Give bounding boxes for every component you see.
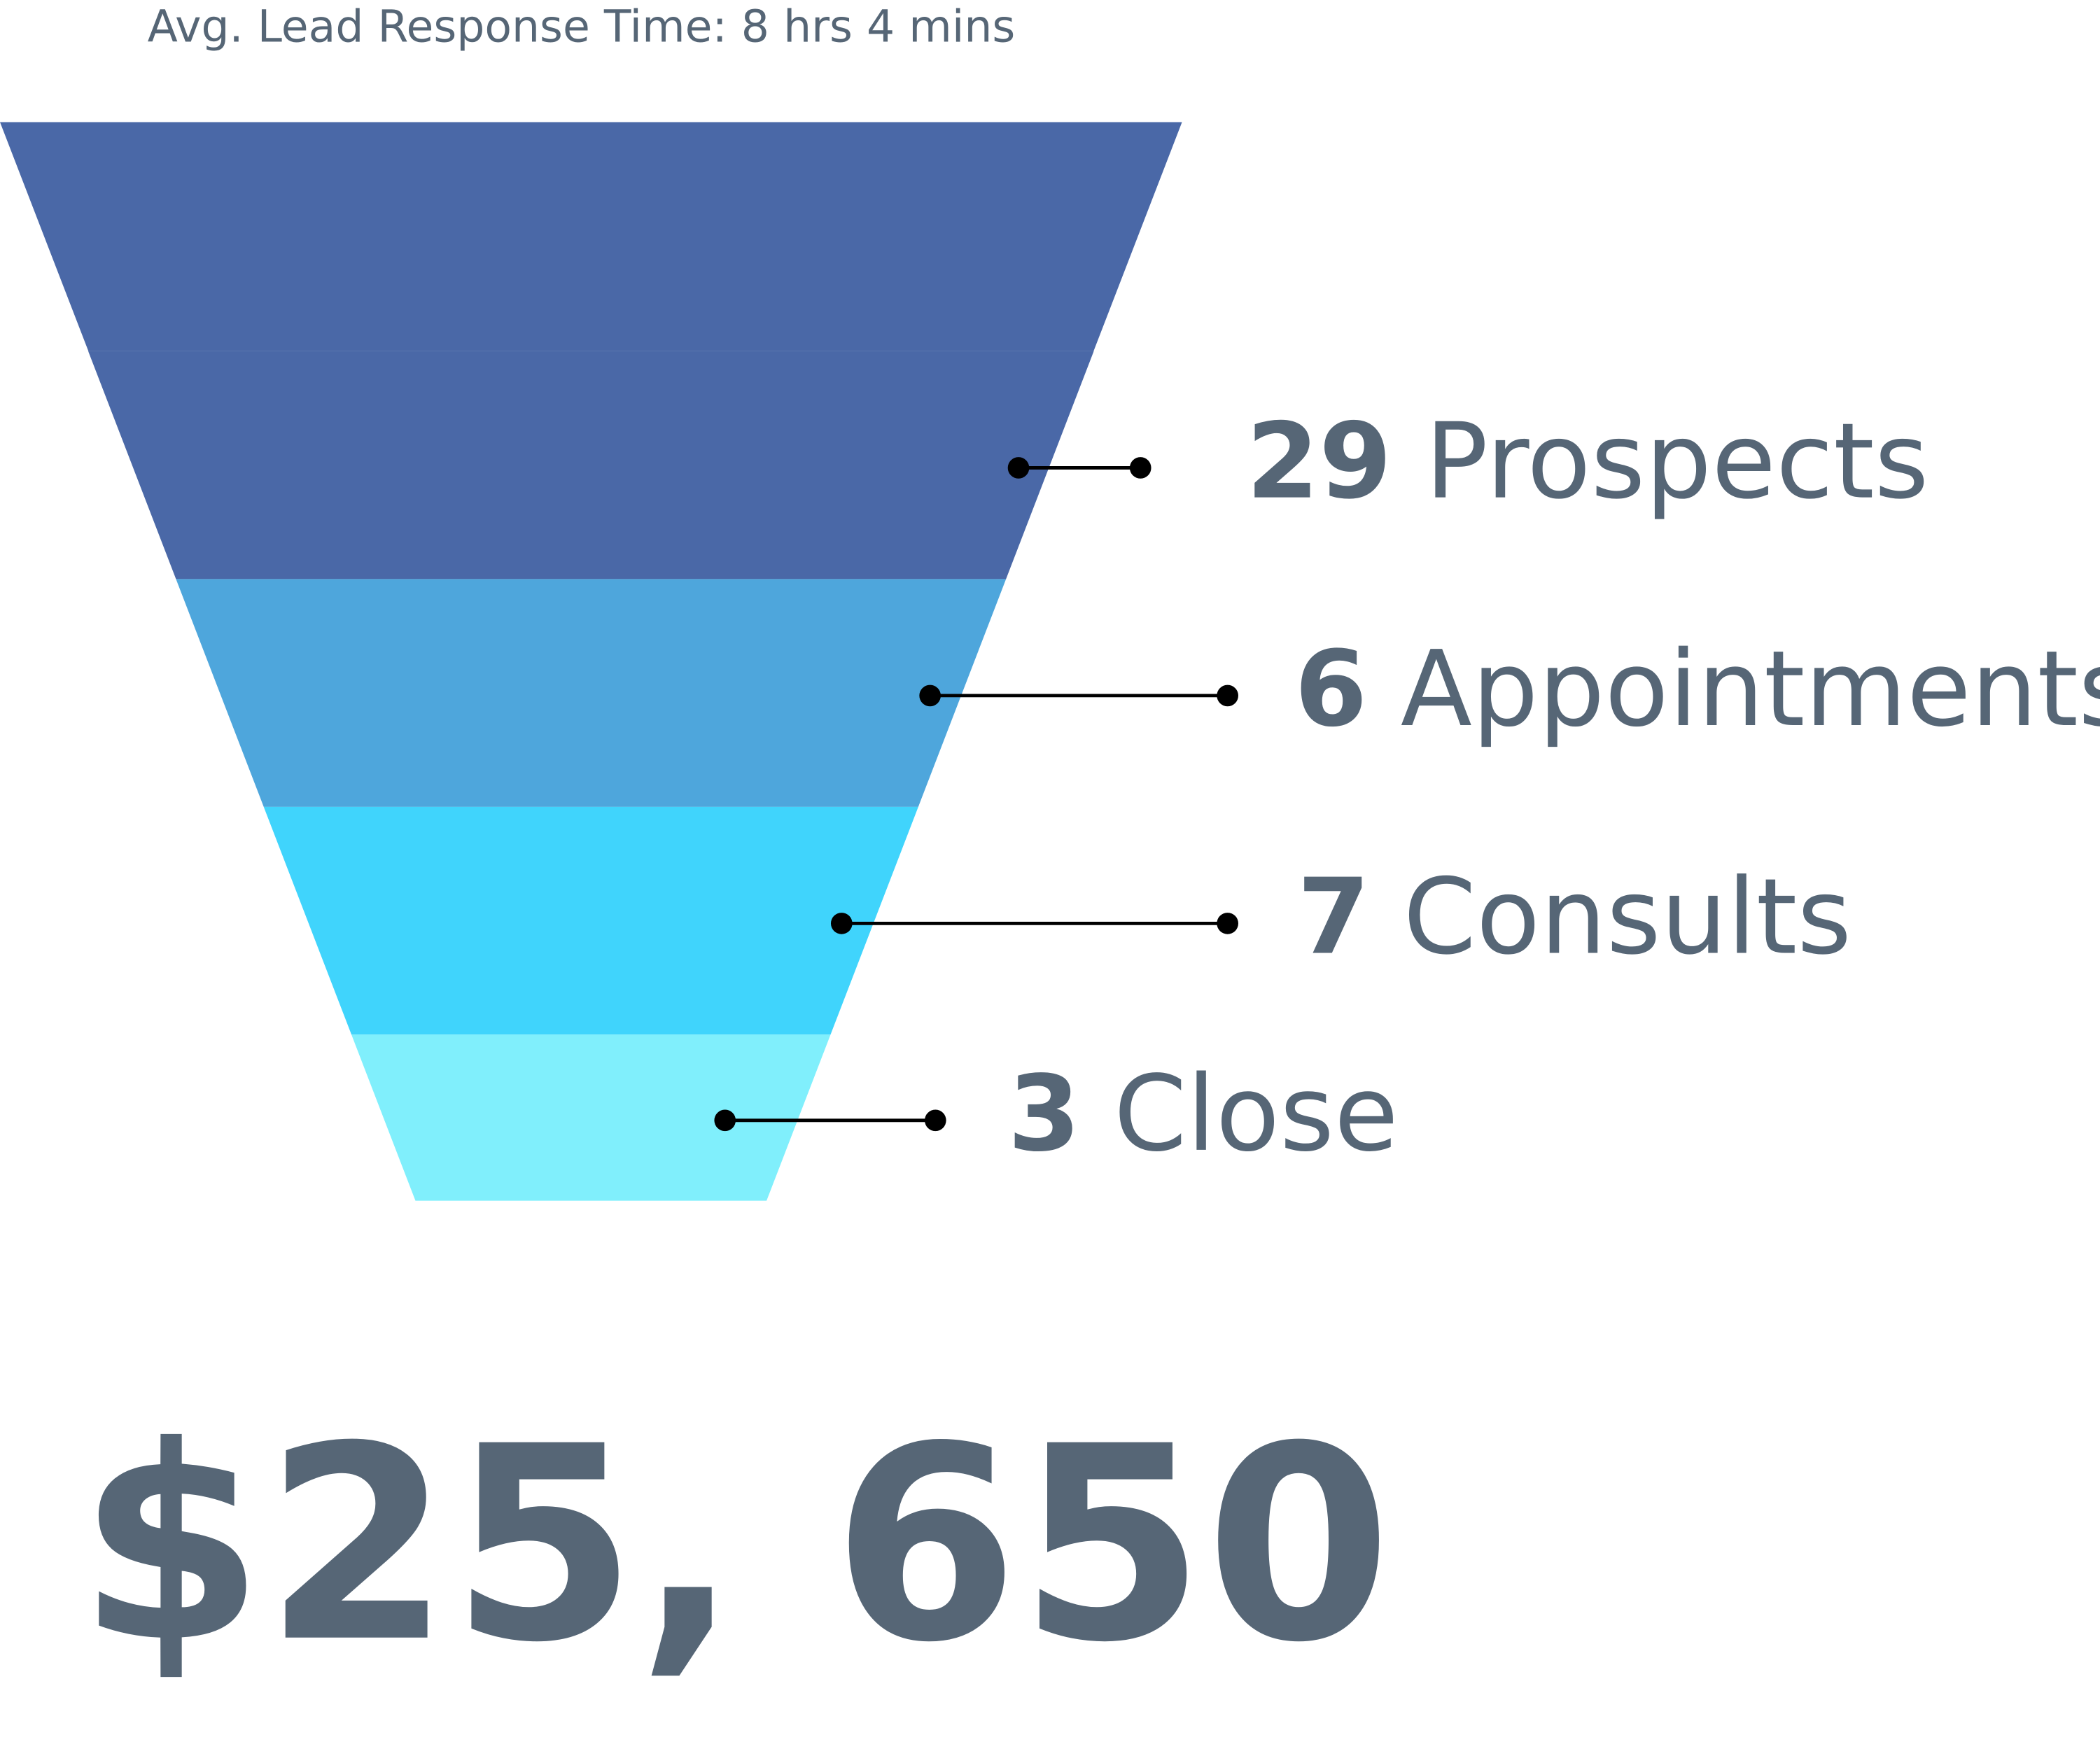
funnel-segment (176, 579, 1007, 807)
stage-name: Close (1114, 1053, 1399, 1175)
funnel-top (0, 122, 1182, 351)
funnel-segment (263, 806, 918, 1035)
connector-dot (924, 1109, 946, 1132)
stage-value: 7 (1297, 856, 1370, 978)
stage-name: Consults (1404, 856, 1851, 978)
stage-value: 3 (1008, 1053, 1081, 1175)
stage-label: 7 Consults (1297, 856, 1851, 978)
stage-label: 3 Close (1008, 1053, 1399, 1175)
connector-dot (1217, 913, 1238, 934)
funnel-segment (88, 351, 1094, 580)
connector-dot (919, 684, 941, 707)
stage-label: 6 Appointments (1294, 628, 2100, 750)
chart-subtitle: Avg. Lead Response Time: 8 hrs 4 mins (148, 1, 1016, 52)
stage-name: Appointments (1401, 628, 2100, 750)
connector-dot (830, 913, 853, 934)
funnel-segment (351, 1034, 831, 1201)
connector-dot (1129, 457, 1152, 479)
stage-value: 6 (1294, 628, 1367, 750)
stage-value: 29 (1246, 401, 1392, 523)
stage-name: Prospects (1425, 401, 1929, 523)
connector-dot (1217, 684, 1238, 707)
connector-dot (714, 1109, 736, 1132)
stage-label: 29 Prospects (1246, 401, 1928, 523)
connector-dot (1007, 457, 1030, 479)
total: $25, 650 (78, 1390, 1392, 1701)
